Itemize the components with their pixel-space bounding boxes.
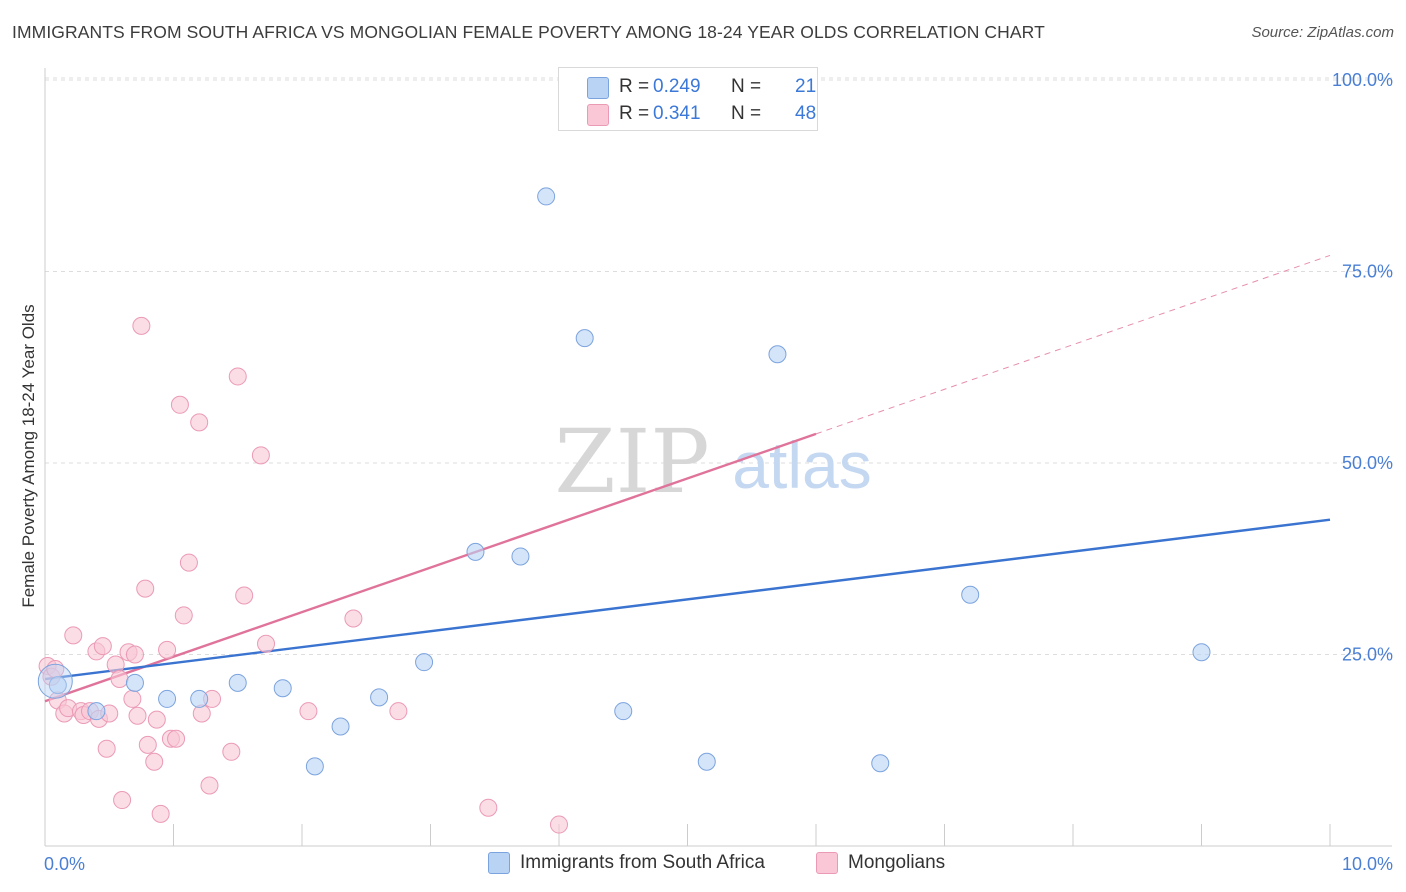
point-mongolians: [123, 689, 142, 708]
legend-n-value: 21: [795, 76, 817, 97]
point-south-africa: [48, 676, 67, 695]
bottom-legend-label: Mongolians: [848, 852, 946, 873]
point-mongolians: [147, 710, 166, 729]
point-cluster-south-africa: [37, 663, 73, 699]
trend-layer: [44, 254, 1331, 703]
y-axis-label: Female Poverty Among 18-24 Year Olds: [19, 304, 38, 607]
point-mongolians: [128, 706, 147, 725]
x-tick-label: 10.0%: [1342, 854, 1393, 874]
point-south-africa: [305, 757, 324, 776]
y-tick-label: 50.0%: [1342, 453, 1393, 473]
point-south-africa: [575, 329, 594, 348]
y-tick-label: 75.0%: [1342, 262, 1393, 282]
watermark-atlas: atlas: [732, 428, 871, 502]
point-south-africa: [871, 754, 890, 773]
point-mongolians: [93, 637, 112, 656]
point-south-africa: [1192, 643, 1211, 662]
y-tick-label: 100.0%: [1332, 70, 1393, 90]
point-mongolians: [125, 645, 144, 664]
x-tick-label: 0.0%: [44, 854, 85, 874]
point-mongolians: [389, 702, 408, 721]
trend-line-mongolians: [44, 432, 817, 703]
point-mongolians: [299, 702, 318, 721]
chart-title: IMMIGRANTS FROM SOUTH AFRICA VS MONGOLIA…: [12, 22, 1045, 42]
point-mongolians: [64, 626, 83, 645]
point-south-africa: [190, 689, 209, 708]
point-mongolians: [97, 739, 116, 758]
legend-n-value: 48: [795, 103, 817, 124]
point-mongolians: [145, 752, 164, 771]
point-mongolians: [344, 609, 363, 628]
tick-labels: 25.0% 50.0% 75.0% 100.0% 0.0% 10.0%: [44, 70, 1393, 874]
point-south-africa: [697, 752, 716, 771]
point-mongolians: [257, 634, 276, 653]
point-mongolians: [158, 640, 177, 659]
point-mongolians: [190, 413, 209, 432]
legend: R = 0.249 N = 21 R = 0.341 N = 48: [558, 67, 818, 131]
point-mongolians: [550, 815, 568, 834]
watermark-zip: ZIP: [554, 410, 709, 513]
point-mongolians: [138, 735, 157, 754]
point-south-africa: [228, 673, 247, 692]
grid-layer: [45, 77, 1392, 655]
point-mongolians: [167, 729, 186, 748]
point-south-africa: [511, 547, 530, 566]
legend-r-value: 0.249: [653, 76, 701, 97]
points-layer: [37, 71, 1211, 834]
point-south-africa: [273, 679, 292, 698]
legend-swatch-pink: [587, 104, 609, 126]
point-mongolians: [110, 670, 129, 689]
point-mongolians: [228, 367, 247, 386]
legend-n-label: N =: [731, 76, 762, 97]
axis-layer: [44, 68, 1392, 847]
point-south-africa: [614, 702, 633, 721]
legend-n-label: N =: [731, 103, 762, 124]
watermark: ZIP atlas: [554, 410, 871, 513]
point-mongolians: [170, 395, 189, 414]
point-south-africa: [415, 653, 434, 672]
bottom-legend-swatch-pink: [816, 852, 838, 874]
point-south-africa: [961, 585, 980, 604]
legend-r-label: R =: [619, 76, 650, 97]
point-mongolians: [222, 742, 241, 761]
point-mongolians: [113, 791, 132, 810]
trend-extension-mongolians: [815, 254, 1331, 435]
bottom-legend-swatch-blue: [488, 852, 510, 874]
point-south-africa: [87, 702, 106, 721]
point-mongolians: [235, 586, 254, 605]
point-south-africa: [466, 542, 485, 561]
y-tick-label: 25.0%: [1342, 645, 1393, 665]
point-south-africa: [768, 345, 787, 364]
point-mongolians: [132, 316, 151, 335]
point-mongolians: [136, 579, 155, 598]
point-south-africa: [537, 187, 556, 206]
point-mongolians: [479, 798, 498, 817]
point-south-africa: [370, 688, 389, 707]
point-mongolians: [251, 446, 270, 465]
source-credit: Source: ZipAtlas.com: [1251, 24, 1394, 41]
point-mongolians: [179, 553, 198, 572]
legend-r-value: 0.341: [653, 103, 701, 124]
point-south-africa: [125, 673, 144, 692]
point-south-africa: [331, 717, 350, 736]
point-south-africa: [158, 689, 177, 708]
legend-r-label: R =: [619, 103, 650, 124]
point-mongolians: [200, 776, 219, 795]
point-mongolians: [174, 606, 193, 625]
trend-line-south-africa: [44, 518, 1331, 681]
bottom-legend-label: Immigrants from South Africa: [520, 852, 765, 873]
point-mongolians: [151, 804, 170, 823]
legend-swatch-blue: [587, 77, 609, 99]
